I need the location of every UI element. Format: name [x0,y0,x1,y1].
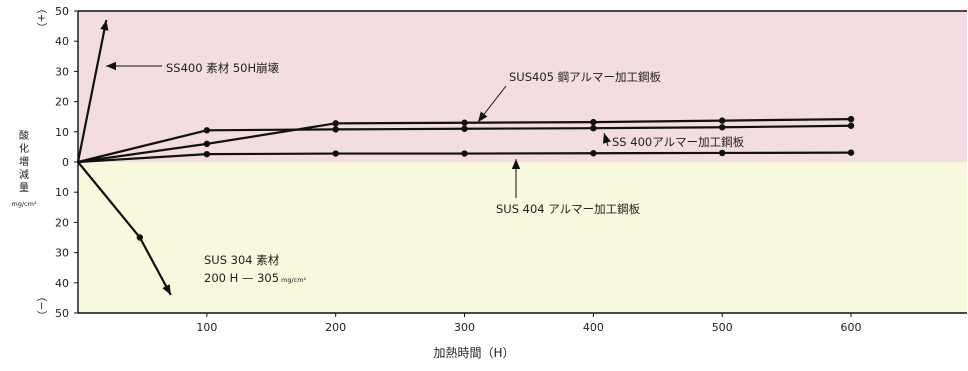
annotation-sus405: SUS405 鋼アルマー加工鋼板 [509,70,662,84]
data-point [136,234,144,241]
data-point [719,149,726,157]
y-tick-label: 50 [55,5,69,18]
y-axis-unit: mg/cm² [11,200,37,208]
series-group [76,19,855,296]
data-point [461,150,468,157]
data-point [719,124,726,131]
x-axis-label: 加熱時間（H） [433,346,514,360]
y-tick-label: 10 [55,126,69,139]
annotation-sus404: SUS 404 アルマー加工鋼板 [496,202,641,216]
annotation-ss400-coated: SS 400アルマー加工鋼板 [612,135,745,149]
data-point [719,117,726,124]
series-arrowhead-4 [162,284,171,295]
data-point [332,126,339,133]
annotation-sus304-loss-unit: mg/cm² [281,276,307,284]
y-tick-label: 50 [55,307,69,320]
data-point [203,150,211,158]
y-axis-label-char: 増 [19,155,29,168]
y-tick-label: 20 [55,216,69,229]
data-point [590,150,597,157]
plot-background [78,11,967,313]
y-tick-label: 10 [55,186,69,199]
negative-sign-label: （−） [35,291,47,321]
data-point [461,119,468,126]
pointer-sus404-head [511,159,521,169]
y-tick-label: 0 [62,156,69,169]
y-axis-label-char: 量 [19,182,29,194]
negative-region [78,162,967,313]
y-axis-label-char: 酸 [19,129,29,142]
x-tick-label: 100 [196,321,217,334]
data-point [590,118,597,126]
pointer-ss400-raw-head [106,61,116,71]
x-tick-label: 200 [325,321,346,334]
y-tick-label: 30 [55,247,69,260]
annotations: SS400 素材 50H崩壊 SUS405 鋼アルマー加工鋼板 SS 400アル… [166,61,745,285]
annotation-ss400-raw: SS400 素材 50H崩壊 [166,61,280,75]
annotation-sus304-loss: 200 H — 305 mg/cm² [204,271,307,285]
positive-region [78,11,967,162]
positive-sign-label: （+） [35,3,47,33]
data-point [332,120,339,127]
data-point [461,125,468,132]
series-line-3 [76,19,108,163]
annotation-sus304-loss-text: 200 H — 305 [204,271,279,285]
data-point [203,127,211,134]
data-point [203,140,211,148]
x-tick-label: 400 [583,321,604,334]
y-tick-label: 30 [55,65,69,78]
y-axis-label-char: 化 [19,142,29,155]
annotation-sus304: SUS 304 素材 [204,253,280,267]
x-tick-label: 500 [712,321,733,334]
data-point [590,124,597,132]
y-tick-label: 40 [55,277,69,290]
pointer-sus405-head [478,111,488,122]
data-point [847,149,855,156]
data-point [847,115,855,123]
pointer-ss400-coated-head [602,133,611,144]
x-tick-label: 600 [841,321,862,334]
series-arrowhead-3 [100,20,109,31]
x-tick-label: 300 [454,321,475,334]
data-point [847,122,855,129]
y-axis-label-char: 減 [19,168,29,181]
y-tick-label: 20 [55,96,69,109]
y-tick-label: 40 [55,35,69,48]
data-point [332,150,339,157]
